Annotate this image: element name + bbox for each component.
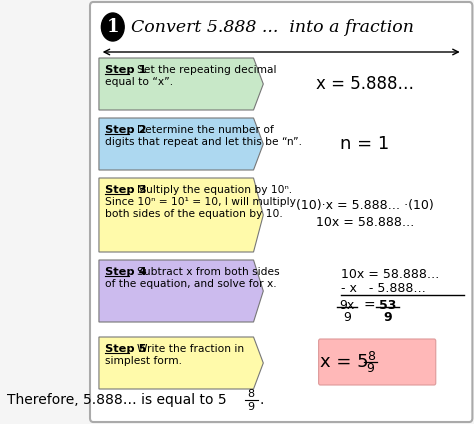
FancyBboxPatch shape bbox=[319, 339, 436, 385]
Text: 8: 8 bbox=[367, 349, 374, 363]
Text: Step 3: Step 3 bbox=[105, 185, 146, 195]
Polygon shape bbox=[99, 178, 263, 252]
Text: - x   - 5.888…: - x - 5.888… bbox=[341, 282, 426, 295]
Text: x = 5: x = 5 bbox=[320, 353, 369, 371]
Text: : Subtract x from both sides: : Subtract x from both sides bbox=[130, 267, 280, 277]
Text: simplest form.: simplest form. bbox=[105, 356, 182, 366]
Text: n = 1: n = 1 bbox=[340, 135, 390, 153]
Polygon shape bbox=[99, 58, 263, 110]
Text: .: . bbox=[259, 393, 264, 407]
Text: 9: 9 bbox=[383, 311, 392, 324]
FancyBboxPatch shape bbox=[90, 2, 473, 422]
Polygon shape bbox=[99, 260, 263, 322]
Text: Step 1: Step 1 bbox=[105, 65, 146, 75]
Text: x = 5.888…: x = 5.888… bbox=[316, 75, 414, 93]
Text: Therefore, 5.888… is equal to 5: Therefore, 5.888… is equal to 5 bbox=[7, 393, 231, 407]
Text: 9: 9 bbox=[247, 402, 255, 412]
Text: 10x = 58.888…: 10x = 58.888… bbox=[316, 217, 414, 229]
Text: 9x: 9x bbox=[339, 299, 355, 312]
Text: equal to “x”.: equal to “x”. bbox=[105, 77, 173, 87]
Text: Step 5: Step 5 bbox=[105, 344, 146, 354]
Text: both sides of the equation by 10.: both sides of the equation by 10. bbox=[105, 209, 283, 219]
Circle shape bbox=[101, 13, 124, 41]
Text: digits that repeat and let this be “n”.: digits that repeat and let this be “n”. bbox=[105, 137, 301, 147]
Text: of the equation, and solve for x.: of the equation, and solve for x. bbox=[105, 279, 276, 289]
Text: (10)·x = 5.888… ·(10): (10)·x = 5.888… ·(10) bbox=[296, 198, 434, 212]
Text: 9: 9 bbox=[343, 311, 351, 324]
Text: 10x = 58.888…: 10x = 58.888… bbox=[341, 268, 439, 281]
Text: Step 2: Step 2 bbox=[105, 125, 146, 135]
Text: : Set the repeating decimal: : Set the repeating decimal bbox=[130, 65, 277, 75]
Text: 53: 53 bbox=[379, 299, 396, 312]
Text: =: = bbox=[363, 299, 375, 313]
Text: : Write the fraction in: : Write the fraction in bbox=[130, 344, 245, 354]
Text: : Multiply the equation by 10ⁿ.: : Multiply the equation by 10ⁿ. bbox=[130, 185, 292, 195]
Text: Step 4: Step 4 bbox=[105, 267, 146, 277]
Polygon shape bbox=[99, 118, 263, 170]
Text: Since 10ⁿ = 10¹ = 10, I will multiply: Since 10ⁿ = 10¹ = 10, I will multiply bbox=[105, 197, 295, 207]
Text: Convert 5.888 ...  into a fraction: Convert 5.888 ... into a fraction bbox=[131, 19, 414, 36]
Text: 1: 1 bbox=[107, 18, 119, 36]
Polygon shape bbox=[99, 337, 263, 389]
Text: 8: 8 bbox=[247, 389, 255, 399]
Text: 9: 9 bbox=[367, 363, 374, 376]
Text: : Determine the number of: : Determine the number of bbox=[130, 125, 274, 135]
